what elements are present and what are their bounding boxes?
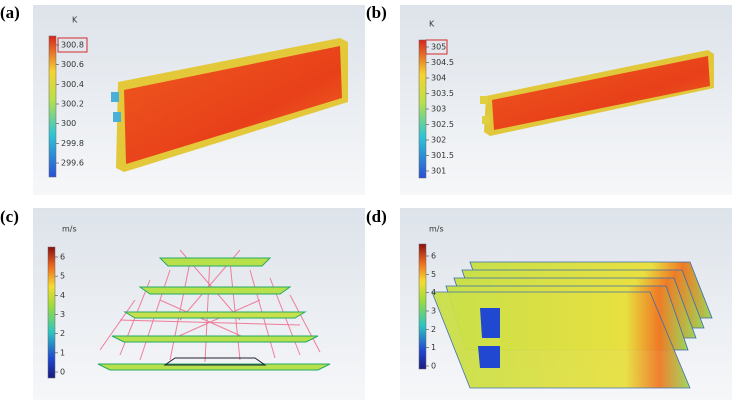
colorbar [48,35,57,178]
tick-label: 1 [431,343,436,352]
panel-label: (c) [0,207,19,226]
unit-label: m/s [429,225,444,234]
panel-label: (d) [366,207,387,226]
tick-label: 5 [60,272,65,281]
tick-label: 3 [60,310,65,319]
panel-label: (a) [0,3,20,22]
colorbar [418,243,427,370]
flow-d [431,261,713,389]
tick-label: 300 [61,119,76,128]
tick-label: 302.5 [431,120,454,129]
unit-label: m/s [62,225,77,234]
panel-bg [33,208,365,400]
tick-label: 6 [431,252,436,261]
tick-label: 300.4 [61,80,84,89]
unit-label: K [72,16,78,25]
tick-label: 299.6 [61,159,84,168]
tick-label: 4 [431,288,436,297]
tick-label: 3 [431,307,436,316]
battery-a [111,38,348,172]
tick-label: 305 [431,43,446,52]
colorbar [418,39,427,179]
tick-label: 301 [431,167,446,176]
tick-label: 0 [431,362,436,371]
tick-label: 304.5 [431,58,454,67]
tick-label: 2 [431,325,436,334]
tick-label: 2 [60,329,65,338]
panel-label: (b) [366,3,387,22]
tick-label: 4 [60,291,65,300]
tick-label: 0 [60,368,65,377]
tick-label: 304 [431,74,446,83]
flow-c [97,249,331,371]
tick-label: 300.6 [61,60,84,69]
tick-label: 303.5 [431,89,454,98]
tick-label: 5 [431,270,436,279]
battery-b [480,50,714,136]
tick-label: 299.8 [61,139,84,148]
tick-label: 302 [431,136,446,145]
tick-label: 6 [60,253,65,262]
tick-label: 303 [431,105,446,114]
tick-label: 300.2 [61,100,84,109]
tick-label: 301.5 [431,151,454,160]
colorbar [47,246,56,379]
tick-label: 300.8 [61,41,84,50]
tick-label: 1 [60,348,65,357]
unit-label: K [429,20,435,29]
